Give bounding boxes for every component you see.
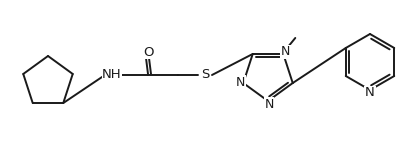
Text: NH: NH [102,68,122,81]
Text: S: S [201,68,209,81]
Text: N: N [236,76,245,89]
Text: N: N [264,97,274,111]
Text: O: O [143,46,153,59]
Text: N: N [281,46,290,58]
Text: N: N [365,87,375,100]
